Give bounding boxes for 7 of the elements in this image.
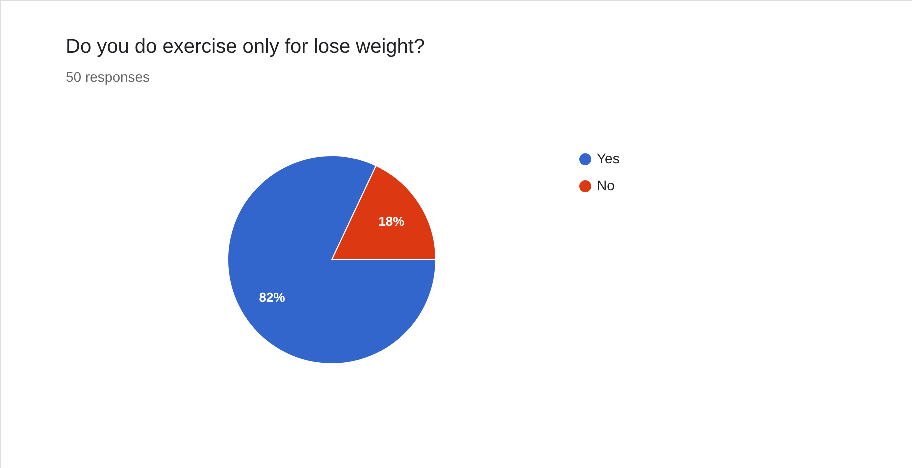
data-label: 18% [378,214,406,230]
pie-slice [228,156,436,364]
text: 50 responses [66,69,150,85]
legend-label: No [597,178,616,194]
legend-label: Yes [597,150,620,166]
data-label: 82% [259,290,286,305]
chart-title: Do you do exercise only for lose weight? [66,36,426,58]
